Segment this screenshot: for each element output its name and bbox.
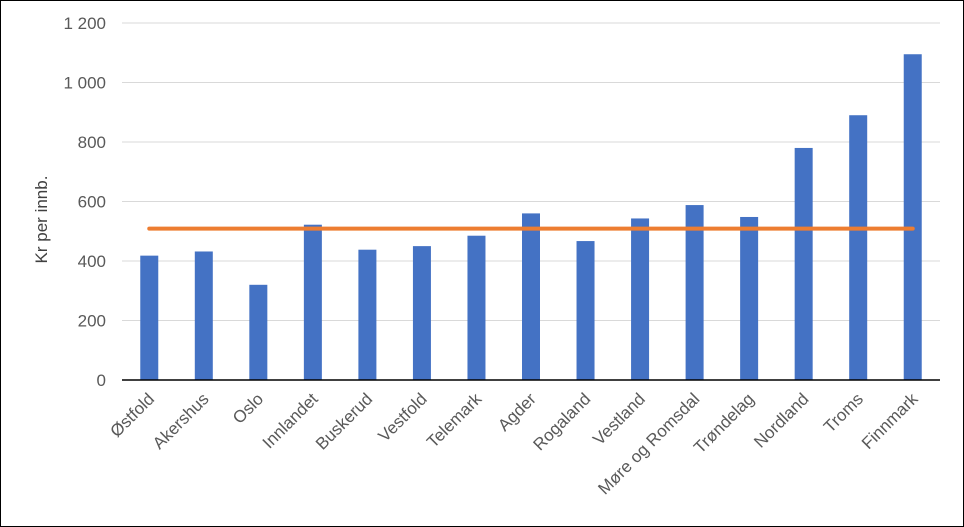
y-tick-label: 600 [78, 193, 106, 212]
x-tick-label: Buskerud [312, 389, 376, 453]
x-tick-label: Trøndelag [690, 389, 758, 457]
x-tick-label: Rogaland [529, 389, 594, 454]
bar [576, 241, 595, 380]
y-tick-label: 400 [78, 252, 106, 271]
bar-series [140, 54, 922, 381]
bar [412, 246, 431, 380]
y-tick-label: 1 200 [63, 14, 106, 33]
bar [685, 205, 704, 380]
bar [249, 284, 268, 380]
bar [467, 235, 486, 380]
bar [194, 251, 213, 380]
x-tick-label: Agder [494, 389, 540, 435]
y-axis-title: Kr per innb. [32, 176, 51, 264]
bar [631, 218, 650, 380]
bar [303, 224, 322, 380]
x-tick-label: Østfold [107, 389, 159, 441]
bar [358, 249, 377, 380]
x-tick-label: Telemark [423, 389, 486, 452]
y-tick-label: 200 [78, 312, 106, 331]
x-tick-label: Vestfold [375, 389, 431, 445]
bar [740, 216, 759, 380]
x-tick-label: Finnmark [858, 389, 922, 453]
x-tick-label: Akershus [149, 389, 213, 453]
bar [140, 255, 159, 380]
bar [903, 54, 922, 381]
bar [849, 115, 868, 380]
x-tick-label: Møre og Romsdal [594, 389, 703, 498]
x-tick-label: Oslo [229, 389, 267, 427]
y-tick-label: 800 [78, 133, 106, 152]
bar [522, 213, 540, 380]
x-tick-label: Innlandet [259, 389, 322, 452]
x-tick-label: Troms [820, 389, 867, 436]
bar [794, 147, 813, 380]
y-tick-label: 0 [97, 371, 106, 390]
y-tick-label: 1 000 [63, 74, 106, 93]
y-axis-tick-labels: 0 200 400 600 800 1 000 1 200 [63, 14, 106, 390]
x-tick-label: Nordland [750, 389, 812, 451]
